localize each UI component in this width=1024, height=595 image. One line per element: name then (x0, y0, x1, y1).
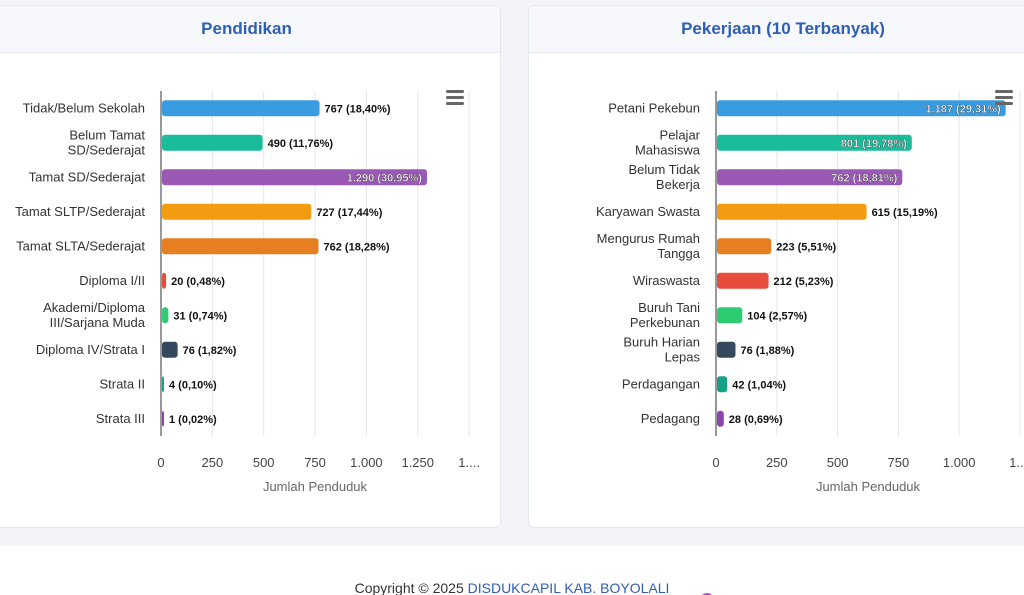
category-label: Buruh Tani Perkebunan (630, 300, 700, 330)
disdukcapil-link[interactable]: DISDUKCAPIL KAB. BOYOLALI (467, 580, 670, 595)
bar (162, 307, 169, 324)
data-label: 76 (1,82%) (183, 345, 237, 357)
category-label: Tamat SD/Sederajat (29, 169, 146, 184)
bar (162, 134, 263, 151)
occupation-bar-chart: Petani Pekebun 1.187 (29,31%) Pelajar Mahas… (596, 91, 1024, 494)
data-label: 762 (18,81%) (831, 172, 897, 184)
education-chart-card: Pendidikan Tidak/Belum Sekolah 767 (18,40… (0, 5, 501, 528)
x-tick-label: 250 (201, 455, 223, 470)
x-tick-label: 750 (304, 455, 326, 470)
data-label: 1.187 (29,31%) (925, 103, 1001, 115)
bar (717, 134, 912, 151)
education-card-header: Pendidikan (0, 6, 500, 53)
hamburger-menu-icon[interactable] (995, 90, 1013, 106)
data-label: 1.290 (30,95%) (347, 172, 423, 184)
occupation-card-title: Pekerjaan (10 Terbanyak) (681, 19, 885, 38)
x-tick-label: 750 (888, 455, 910, 470)
data-label: 212 (5,23%) (774, 276, 834, 288)
data-label: 1 (0,02%) (169, 414, 217, 426)
x-axis-title: Jumlah Penduduk (816, 479, 921, 494)
bar (717, 410, 724, 427)
category-label: Tamat SLTP/Sederajat (15, 204, 145, 219)
bar (717, 341, 736, 358)
data-label: 727 (17,44%) (316, 207, 382, 219)
copyright-text: Copyright © 2025 (354, 580, 464, 595)
footer-copyright: Copyright © 2025 DISDUKCAPIL KAB. BOYOLA… (0, 580, 1024, 595)
category-label: Strata II (99, 376, 145, 391)
x-tick-label: 250 (766, 455, 788, 470)
x-axis-title: Jumlah Penduduk (263, 479, 368, 494)
category-label: Petani Pekebun (608, 100, 700, 115)
bar (162, 376, 164, 393)
bar (162, 203, 312, 220)
category-label: Perdagangan (622, 376, 700, 391)
bar (162, 410, 164, 427)
occupation-card-header: Pekerjaan (10 Terbanyak) (529, 6, 1024, 53)
x-tick-label: 1.... (1009, 455, 1024, 470)
bar (162, 341, 178, 358)
category-label: Pedagang (641, 411, 700, 426)
data-label: 762 (18,28%) (324, 241, 390, 253)
x-tick-label: 0 (712, 455, 719, 470)
bar (162, 238, 319, 255)
education-bar-chart: Tidak/Belum Sekolah 767 (18,40%) Belum Tam… (15, 91, 480, 494)
data-label: 76 (1,88%) (740, 345, 794, 357)
data-label: 801 (19,78%) (841, 138, 907, 150)
category-label: Pelajar Mahasiswa (635, 127, 701, 157)
bar (162, 169, 427, 186)
x-tick-label: 1.000 (350, 455, 383, 470)
x-tick-label: 0 (157, 455, 164, 470)
data-label: 615 (15,19%) (872, 207, 938, 219)
bar (162, 100, 320, 117)
category-label: Belum Tidak Bekerja (628, 162, 700, 192)
x-tick-label: 500 (253, 455, 275, 470)
x-tick-label: 1.250 (401, 455, 434, 470)
category-label: Diploma IV/Strata I (36, 342, 145, 357)
education-card-title: Pendidikan (201, 19, 292, 38)
category-label: Karyawan Swasta (596, 204, 701, 219)
bar (717, 203, 867, 220)
category-label: Tidak/Belum Sekolah (23, 100, 145, 115)
bar (717, 169, 903, 186)
occupation-chart-card: Pekerjaan (10 Terbanyak) Petani Pekebun 1… (528, 5, 1024, 528)
data-label: 767 (18,40%) (325, 103, 391, 115)
x-tick-label: 1.... (458, 455, 480, 470)
category-label: Tamat SLTA/Sederajat (16, 238, 145, 253)
data-label: 20 (0,48%) (171, 276, 225, 288)
category-label: Strata III (96, 411, 145, 426)
bar (162, 272, 167, 289)
data-label: 490 (11,76%) (268, 138, 334, 150)
category-label: Belum Tamat SD/Sederajat (68, 127, 146, 157)
data-label: 223 (5,51%) (776, 241, 836, 253)
category-label: Akademi/Diploma III/Sarjana Muda (43, 300, 146, 330)
category-label: Mengurus Rumah Tangga (597, 231, 701, 261)
bar (717, 272, 769, 289)
data-label: 42 (1,04%) (732, 379, 786, 391)
category-label: Wiraswasta (633, 273, 701, 288)
category-label: Buruh Harian Lepas (623, 334, 700, 364)
x-tick-label: 1.000 (943, 455, 976, 470)
data-label: 28 (0,69%) (729, 414, 783, 426)
data-label: 31 (0,74%) (173, 310, 227, 322)
data-label: 104 (2,57%) (747, 310, 807, 322)
hamburger-menu-icon[interactable] (446, 90, 464, 106)
page-footer: Copyright © 2025 DISDUKCAPIL KAB. BOYOLA… (0, 546, 1024, 595)
bar (717, 376, 728, 393)
category-label: Diploma I/II (79, 273, 145, 288)
bar (717, 100, 1006, 117)
bar (717, 238, 772, 255)
bar (717, 307, 743, 324)
x-tick-label: 500 (827, 455, 849, 470)
data-label: 4 (0,10%) (169, 379, 217, 391)
